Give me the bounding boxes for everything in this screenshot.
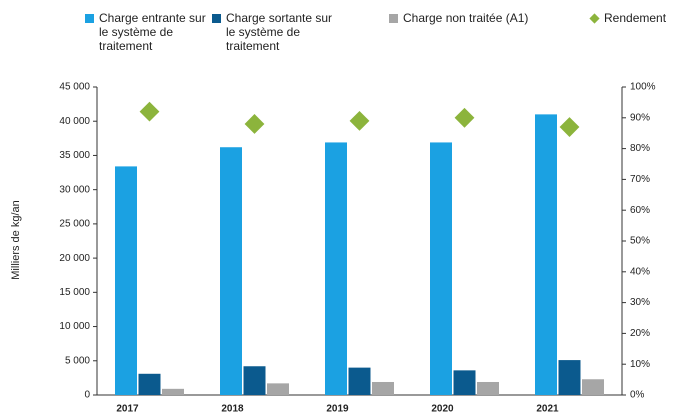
y-tick-label: 45 000: [59, 82, 90, 93]
y2-tick-label: 20%: [630, 328, 650, 339]
y-tick-label: 5 000: [65, 355, 90, 366]
y2-tick-label: 100%: [630, 82, 656, 93]
legend-label: Rendement: [604, 11, 667, 25]
y-tick-label: 0: [84, 390, 90, 401]
bar: [162, 388, 184, 395]
x-tick-label: 2020: [431, 404, 454, 414]
y-tick-label: 30 000: [59, 184, 90, 195]
y2-tick-label: 10%: [630, 359, 650, 370]
bar: [348, 367, 371, 395]
bar: [267, 383, 289, 395]
bar: [477, 381, 499, 395]
bar: [372, 381, 394, 395]
bar: [220, 147, 242, 395]
legend-entry: Charge sortante sur le système de traite…: [212, 11, 336, 53]
legend-label: Charge entrante sur le système de traite…: [99, 11, 206, 53]
bar: [535, 114, 557, 395]
x-tick-label: 2021: [536, 404, 559, 414]
y2-tick-label: 80%: [630, 143, 650, 154]
x-tick-label: 2018: [221, 404, 244, 414]
y2-tick-label: 50%: [630, 236, 650, 247]
y-tick-label: 40 000: [59, 116, 90, 127]
legend-entry: Rendement: [589, 11, 673, 25]
y2-tick-label: 30%: [630, 297, 650, 308]
bar: [115, 166, 137, 395]
bar: [243, 366, 266, 395]
legend-entry: Charge entrante sur le système de traite…: [85, 11, 209, 53]
bar: [138, 373, 161, 395]
y-tick-label: 15 000: [59, 287, 90, 298]
bar: [558, 360, 581, 395]
marker: [559, 117, 580, 137]
bar: [582, 379, 604, 395]
legend-swatch: [212, 14, 221, 23]
y-axis-label: Milliers de kg/an: [10, 200, 22, 279]
y-tick-label: 20 000: [59, 253, 90, 264]
legend-swatch: [389, 14, 398, 23]
y2-tick-label: 70%: [630, 174, 650, 185]
y-tick-label: 10 000: [59, 321, 90, 332]
y2-tick-label: 60%: [630, 205, 650, 216]
marker: [454, 107, 475, 128]
legend-entry: Charge non traitée (A1): [389, 11, 573, 25]
y-tick-label: 35 000: [59, 150, 90, 161]
marker: [349, 110, 370, 131]
bar: [325, 142, 347, 395]
legend-swatch: [85, 14, 94, 23]
y2-tick-label: 0%: [630, 390, 645, 401]
x-tick-label: 2017: [116, 404, 139, 414]
legend-label: Charge non traitée (A1): [403, 11, 529, 25]
x-tick-label: 2019: [326, 404, 349, 414]
marker: [244, 114, 265, 134]
bar: [453, 370, 476, 395]
bar: [430, 142, 452, 395]
marker: [139, 101, 160, 122]
y2-tick-label: 40%: [630, 266, 650, 277]
legend-swatch: [589, 13, 600, 24]
y2-tick-label: 90%: [630, 112, 650, 123]
legend-label: Charge sortante sur le système de traite…: [226, 11, 333, 53]
y-tick-label: 25 000: [59, 219, 90, 230]
